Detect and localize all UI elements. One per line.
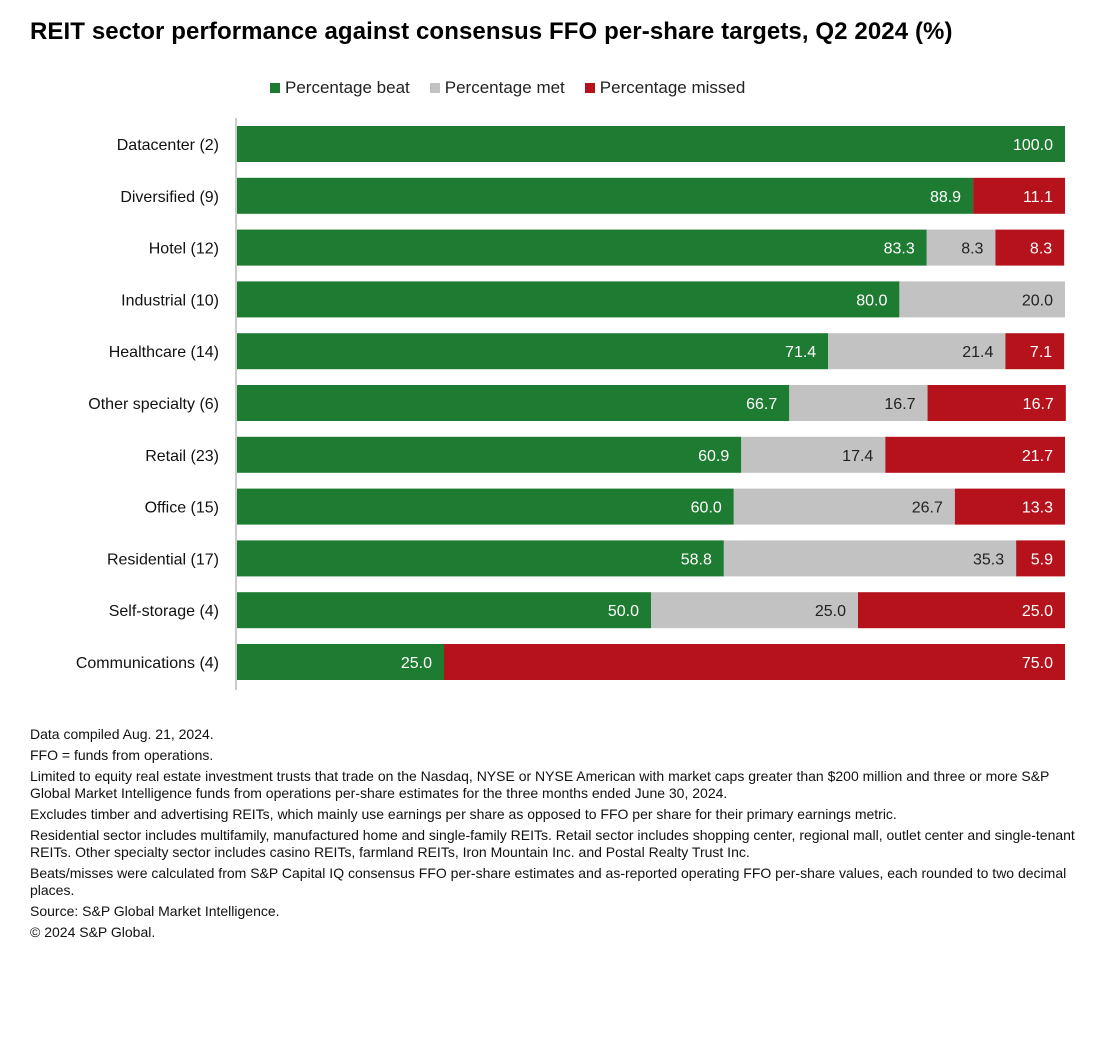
data-label-met: 20.0 (1022, 292, 1053, 309)
legend-label-beat: Percentage beat (285, 78, 410, 97)
chart-notes: Data compiled Aug. 21, 2024. FFO = funds… (30, 726, 1090, 945)
note-source: Source: S&P Global Market Intelligence. (30, 903, 280, 919)
category-label: Self-storage (4) (109, 603, 219, 620)
bar-segment-met (789, 385, 928, 421)
legend-item-beat: Percentage beat (270, 78, 410, 98)
legend-item-met: Percentage met (429, 78, 565, 98)
bar-segment-beat (237, 488, 734, 525)
bar-segment-beat (237, 385, 790, 421)
bar-segment-met (899, 281, 1065, 318)
bar-segment-beat (237, 436, 742, 473)
data-label-beat: 50.0 (608, 603, 639, 620)
data-label-beat: 60.9 (698, 448, 729, 465)
bar-segment-missed (973, 177, 1065, 214)
bar-segment-missed (1005, 333, 1065, 370)
bar-segment-beat (237, 229, 927, 266)
stacked-bar-chart: Datacenter (2) 100.0 Diversified (9) 88.9 11… (76, 118, 1066, 690)
category-label: Industrial (10) (121, 292, 219, 309)
category-label: Diversified (9) (120, 189, 219, 206)
data-label-beat: 83.3 (884, 241, 915, 258)
note-data-compiled: Data compiled Aug. 21, 2024. (30, 726, 214, 742)
category-label: Retail (23) (145, 448, 219, 465)
legend-swatch-beat (270, 83, 280, 93)
bar-segment-met (723, 540, 1017, 577)
data-label-beat: 58.8 (681, 551, 712, 568)
data-label-beat: 71.4 (785, 344, 816, 361)
bar-segment-missed (927, 385, 1066, 421)
bar-segment-beat (237, 177, 974, 214)
bar-segment-met (741, 436, 886, 473)
category-label: Residential (17) (107, 551, 219, 568)
note-exclusions: Excludes timber and advertising REITs, w… (30, 806, 897, 822)
data-label-met: 8.3 (961, 241, 983, 258)
data-label-beat: 100.0 (1013, 137, 1053, 154)
data-label-beat: 25.0 (401, 655, 432, 672)
note-ffo-definition: FFO = funds from operations. (30, 747, 214, 763)
data-label-missed: 75.0 (1022, 655, 1053, 672)
data-label-met: 21.4 (962, 344, 993, 361)
legend-label-met: Percentage met (444, 78, 565, 97)
bar-segment-missed (858, 592, 1065, 629)
bar-segment-met (651, 592, 858, 629)
category-label: Healthcare (14) (109, 344, 219, 361)
bar-segment-beat (237, 333, 829, 370)
data-label-beat: 88.9 (930, 189, 961, 206)
data-label-met: 17.4 (842, 448, 873, 465)
bar-segment-missed (885, 436, 1065, 473)
data-label-missed: 21.7 (1022, 448, 1053, 465)
note-scope: Limited to equity real estate investment… (30, 768, 1050, 801)
chart-title: REIT sector performance against consensu… (30, 18, 953, 45)
bar-segment-met (926, 229, 996, 266)
data-label-missed: 7.1 (1030, 344, 1052, 361)
bar-segment-met (828, 333, 1006, 370)
legend-swatch-missed (584, 83, 595, 93)
bar-segment-beat (237, 281, 900, 318)
data-label-met: 35.3 (973, 551, 1004, 568)
category-label: Other specialty (6) (88, 396, 219, 413)
data-label-missed: 8.3 (1030, 241, 1052, 258)
data-label-beat: 60.0 (691, 500, 722, 517)
note-sector-definitions: Residential sector includes multifamily,… (30, 827, 1075, 860)
data-label-met: 16.7 (884, 396, 915, 413)
bar-segment-missed (444, 644, 1065, 680)
bar-segment-beat (237, 540, 724, 577)
bar-segment-missed (995, 229, 1065, 266)
bar-segment-missed (1016, 540, 1065, 577)
bar-segment-met (733, 488, 955, 525)
data-label-beat: 66.7 (746, 396, 777, 413)
bar-segment-missed (954, 488, 1065, 525)
data-label-beat: 80.0 (856, 292, 887, 309)
category-label: Communications (4) (76, 655, 219, 672)
legend-label-missed: Percentage missed (599, 78, 746, 97)
note-methodology: Beats/misses were calculated from S&P Ca… (30, 865, 1067, 898)
category-label: Office (15) (145, 500, 219, 517)
data-label-missed: 5.9 (1031, 551, 1053, 568)
legend-item-missed: Percentage missed (584, 78, 746, 98)
note-copyright: © 2024 S&P Global. (30, 924, 156, 940)
bar-segment-beat (237, 592, 651, 629)
data-label-met: 26.7 (912, 500, 943, 517)
data-label-missed: 11.1 (1023, 189, 1053, 206)
bar-segment-beat (237, 644, 444, 680)
category-label: Datacenter (2) (117, 137, 219, 154)
category-label: Hotel (12) (149, 241, 219, 258)
data-label-missed: 13.3 (1022, 500, 1053, 517)
data-label-met: 25.0 (815, 603, 846, 620)
data-label-missed: 25.0 (1022, 603, 1053, 620)
legend-swatch-met (429, 83, 440, 93)
data-label-missed: 16.7 (1023, 396, 1054, 413)
legend: Percentage beat Percentage met Percentag… (270, 78, 745, 98)
bar-segment-beat (237, 126, 1065, 162)
